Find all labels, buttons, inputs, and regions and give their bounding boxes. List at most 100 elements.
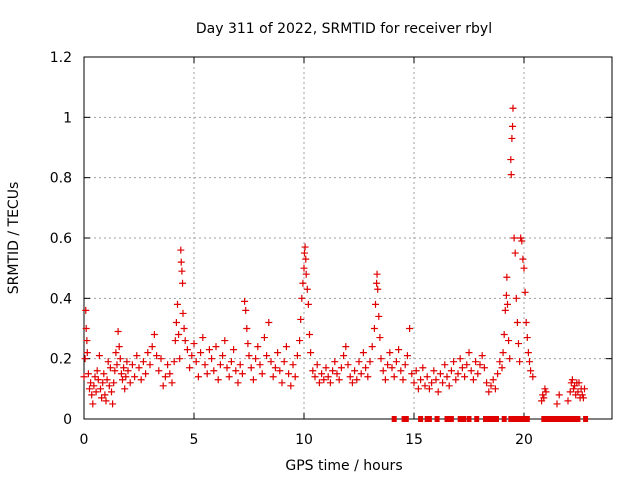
- data-point: [102, 397, 110, 405]
- zero-value-point: [391, 416, 397, 422]
- data-point: [412, 367, 420, 375]
- data-point: [117, 370, 125, 378]
- data-point: [301, 243, 309, 251]
- data-point: [428, 379, 436, 387]
- data-point: [318, 370, 326, 378]
- data-point: [97, 385, 104, 393]
- data-point: [357, 370, 365, 378]
- data-point: [244, 340, 252, 348]
- data-point: [280, 358, 288, 366]
- data-point: [555, 391, 563, 399]
- data-point: [133, 352, 141, 360]
- data-point: [299, 279, 307, 287]
- data-point: [123, 358, 131, 366]
- y-tick-label: 1.2: [50, 50, 72, 66]
- data-point: [346, 373, 354, 381]
- data-point: [269, 373, 277, 381]
- data-point: [377, 355, 385, 363]
- data-point: [491, 385, 499, 393]
- data-point: [499, 349, 507, 357]
- data-point: [331, 358, 339, 366]
- data-point: [417, 376, 425, 384]
- data-point: [205, 346, 213, 354]
- data-point: [359, 349, 367, 357]
- zero-value-point: [483, 416, 488, 422]
- data-point: [287, 382, 295, 390]
- data-point: [114, 328, 122, 336]
- data-point: [456, 355, 464, 363]
- data-point: [157, 355, 165, 363]
- data-point: [293, 352, 301, 360]
- data-point: [179, 309, 187, 317]
- data-point: [95, 352, 103, 360]
- data-point: [219, 352, 227, 360]
- data-point: [297, 315, 305, 323]
- data-point: [171, 337, 179, 345]
- data-point: [254, 343, 262, 351]
- data-point: [452, 376, 460, 384]
- data-point: [337, 364, 345, 372]
- zero-value-point: [403, 416, 409, 422]
- data-point: [432, 376, 440, 384]
- data-point: [509, 122, 517, 130]
- data-point: [315, 379, 323, 387]
- data-point: [109, 400, 117, 408]
- data-point: [335, 376, 343, 384]
- y-tick-label: 0.2: [50, 352, 72, 368]
- data-point: [507, 156, 515, 164]
- data-point: [503, 273, 511, 281]
- data-point: [476, 361, 484, 369]
- data-point: [381, 376, 389, 384]
- data-point: [375, 312, 383, 320]
- data-point: [313, 361, 321, 369]
- chart-title: Day 311 of 2022, SRMTID for receiver rby…: [196, 21, 492, 37]
- data-point: [82, 325, 90, 332]
- data-point: [500, 331, 508, 339]
- data-point: [83, 337, 91, 345]
- data-point: [245, 352, 253, 360]
- data-point: [306, 331, 313, 339]
- data-point: [174, 300, 181, 308]
- zero-value-point: [434, 416, 440, 422]
- data-point: [175, 331, 183, 339]
- data-point: [110, 379, 118, 387]
- data-point: [285, 370, 293, 378]
- data-point: [81, 355, 89, 363]
- data-point: [425, 385, 433, 393]
- data-point: [578, 391, 586, 399]
- data-point: [260, 334, 268, 342]
- data-point: [513, 318, 521, 326]
- data-point: [291, 373, 299, 381]
- data-point: [458, 364, 466, 372]
- data-point: [518, 237, 526, 245]
- data-point: [101, 391, 109, 399]
- data-point: [498, 364, 506, 372]
- data-point: [119, 376, 126, 384]
- y-tick-label: 0.8: [50, 171, 72, 187]
- data-point: [89, 400, 97, 408]
- y-tick-labels: 0 0.2 0.4 0.6 0.8 1 1.2: [50, 50, 72, 428]
- data-point: [344, 361, 352, 369]
- data-point: [523, 334, 531, 342]
- data-point: [566, 388, 574, 396]
- data-point: [397, 367, 405, 375]
- data-point: [186, 364, 194, 372]
- data-point: [256, 361, 264, 369]
- zero-value-point: [552, 416, 558, 422]
- data-point: [242, 306, 250, 314]
- data-point: [241, 297, 249, 305]
- data-point: [581, 385, 588, 393]
- data-point: [505, 337, 513, 345]
- data-point: [553, 400, 561, 408]
- y-tick-label: 0.4: [50, 291, 72, 307]
- zero-value-point: [568, 416, 574, 422]
- data-point: [474, 370, 482, 378]
- data-point: [353, 376, 361, 384]
- data-point: [155, 367, 163, 375]
- data-point: [164, 361, 172, 369]
- data-point: [511, 249, 519, 257]
- data-point: [131, 373, 139, 381]
- data-point: [302, 255, 310, 263]
- data-point: [116, 355, 124, 363]
- data-point: [289, 361, 297, 369]
